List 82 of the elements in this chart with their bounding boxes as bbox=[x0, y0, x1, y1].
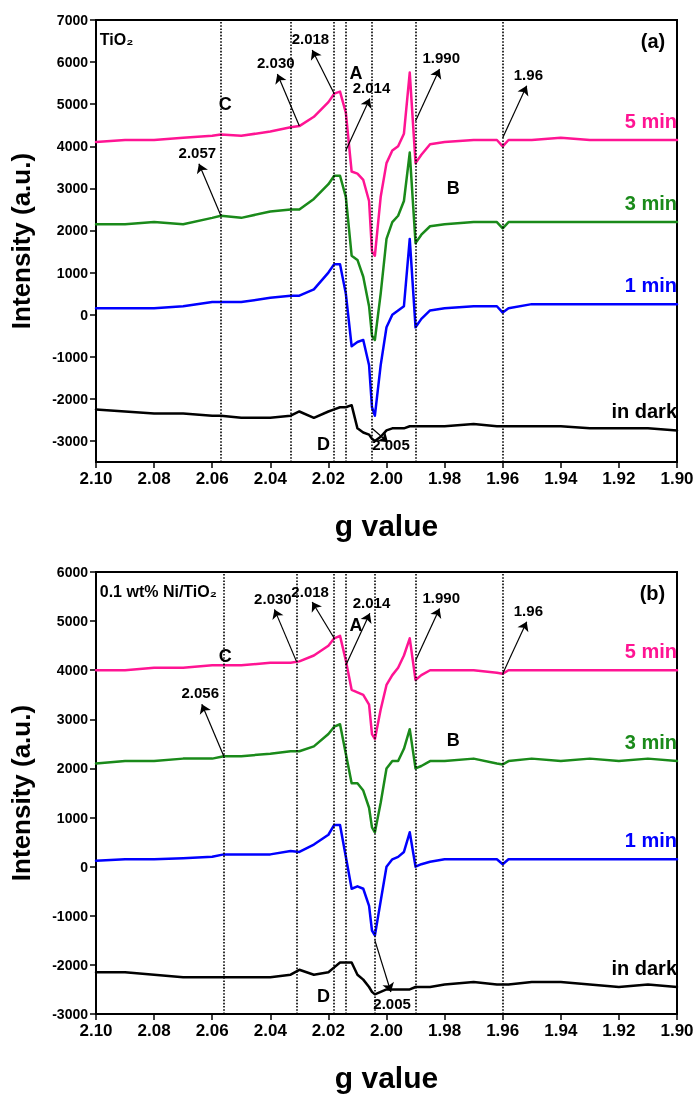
y-tick-label: -3000 bbox=[52, 432, 89, 449]
series-label: 5 min bbox=[624, 109, 677, 132]
x-tick-label: 2.04 bbox=[253, 469, 288, 488]
x-tick-label: 1.98 bbox=[428, 469, 462, 488]
line-series bbox=[94, 823, 679, 937]
annotation: 2.018 bbox=[291, 582, 329, 600]
y-tick-label: -2000 bbox=[52, 956, 89, 973]
x-tick-label: 1.92 bbox=[602, 469, 636, 488]
y-axis-title: Intensity (a.u.) bbox=[6, 704, 36, 882]
series-label: 3 min bbox=[624, 731, 677, 754]
x-tick-label: 2.06 bbox=[195, 469, 229, 488]
y-tick-label: -1000 bbox=[52, 348, 89, 365]
annotation: 2.005 bbox=[372, 436, 410, 454]
x-tick-label: 1.96 bbox=[486, 469, 520, 488]
y-tick-label: -1000 bbox=[52, 907, 89, 924]
annotation: 2.057 bbox=[178, 144, 217, 162]
y-tick-label: -3000 bbox=[52, 1006, 89, 1022]
annotation: C bbox=[218, 646, 232, 667]
y-tick-label: 3000 bbox=[56, 711, 89, 728]
y-tick-label: 3000 bbox=[56, 180, 89, 197]
series-label: in dark bbox=[611, 956, 678, 979]
x-tick-label: 1.90 bbox=[660, 1021, 694, 1040]
x-tick-label: 1.94 bbox=[544, 1021, 578, 1040]
annotation: 0.1 wt% Ni/TiO₂ bbox=[99, 582, 217, 600]
line-series bbox=[94, 237, 679, 417]
y-tick-label: 7000 bbox=[56, 12, 89, 28]
y-tick-label: 1000 bbox=[56, 809, 89, 826]
annotation: 2.014 bbox=[352, 593, 391, 611]
x-tick-label: 1.94 bbox=[544, 469, 578, 488]
annotation: 2.056 bbox=[181, 684, 220, 702]
series-label: 1 min bbox=[624, 274, 677, 297]
series-label: 3 min bbox=[624, 192, 677, 215]
x-tick-label: 2.00 bbox=[369, 1021, 404, 1040]
y-tick-label: 1000 bbox=[56, 264, 89, 281]
annotation: B bbox=[446, 730, 460, 751]
y-tick-label: 6000 bbox=[56, 564, 89, 580]
y-tick-label: 5000 bbox=[56, 613, 89, 630]
x-tick-label: 2.08 bbox=[137, 469, 171, 488]
y-tick-label: 2000 bbox=[56, 222, 89, 239]
series-label: 1 min bbox=[624, 829, 677, 852]
x-tick-label: 2.02 bbox=[311, 1021, 345, 1040]
x-axis-title: g value bbox=[334, 1060, 439, 1094]
annotation: 1.96 bbox=[513, 66, 543, 84]
annotation: 2.018 bbox=[291, 30, 330, 48]
x-tick-label: 2.00 bbox=[369, 469, 404, 488]
annotation: C bbox=[218, 94, 232, 115]
annotation: 2.030 bbox=[257, 54, 295, 72]
y-axis-title: Intensity (a.u.) bbox=[6, 152, 36, 330]
x-tick-label: 2.10 bbox=[79, 1021, 113, 1040]
annotation: D bbox=[317, 434, 331, 455]
y-tick-label: 4000 bbox=[56, 662, 89, 679]
annotation: B bbox=[446, 178, 460, 199]
annotation: 2.005 bbox=[373, 994, 411, 1012]
annotation: 2.030 bbox=[254, 589, 292, 607]
annotation: TiO₂ bbox=[99, 30, 134, 48]
x-tick-label: 1.98 bbox=[428, 1021, 462, 1040]
y-tick-label: 4000 bbox=[56, 138, 89, 155]
y-tick-label: 6000 bbox=[56, 54, 89, 71]
x-tick-label: 2.02 bbox=[311, 469, 345, 488]
annotation: (b) bbox=[639, 582, 666, 605]
y-tick-label: -2000 bbox=[52, 390, 89, 407]
annotation: D bbox=[317, 986, 331, 1007]
x-tick-label: 2.04 bbox=[253, 1021, 288, 1040]
y-tick-label: 2000 bbox=[56, 760, 89, 777]
y-tick-label: 5000 bbox=[56, 96, 89, 113]
y-tick-label: 0 bbox=[80, 306, 89, 323]
x-tick-label: 2.06 bbox=[195, 1021, 229, 1040]
x-tick-label: 2.08 bbox=[137, 1021, 171, 1040]
series-label: in dark bbox=[611, 400, 678, 423]
y-tick-label: 0 bbox=[80, 858, 89, 875]
annotation: (a) bbox=[640, 30, 666, 53]
x-tick-label: 1.90 bbox=[660, 469, 694, 488]
annotation: 1.990 bbox=[422, 588, 460, 606]
annotation: A bbox=[349, 615, 363, 636]
annotation: 1.96 bbox=[513, 602, 543, 620]
x-tick-label: 2.10 bbox=[79, 469, 113, 488]
x-tick-label: 1.96 bbox=[486, 1021, 520, 1040]
x-axis-title: g value bbox=[334, 508, 439, 542]
line-series bbox=[94, 722, 679, 834]
series-label: 5 min bbox=[624, 640, 677, 663]
x-tick-label: 1.92 bbox=[602, 1021, 636, 1040]
annotation: 1.990 bbox=[422, 49, 460, 67]
